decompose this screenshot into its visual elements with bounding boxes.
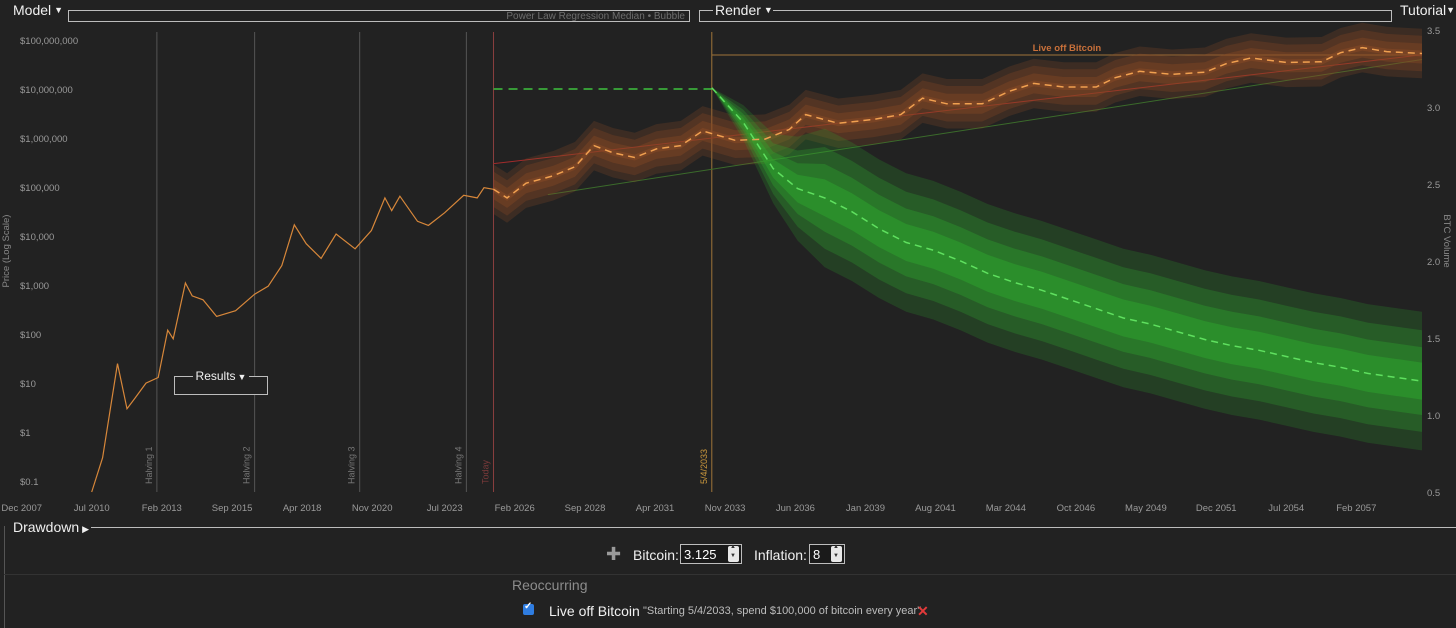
event-enabled-checkbox[interactable]	[523, 601, 534, 615]
x-tick-label: Jul 2010	[74, 503, 110, 514]
regression-upper-line	[493, 54, 1423, 165]
y-tick-label: $10,000,000	[20, 85, 73, 96]
delete-icon[interactable]: ✕	[917, 603, 929, 619]
regression-lower-line	[547, 59, 1423, 196]
results-toggle[interactable]: Results ▼	[174, 369, 268, 395]
x-tick-label: Aug 2041	[915, 503, 956, 514]
btc-volume-median-line	[711, 87, 1423, 382]
marker-label: Today	[481, 459, 491, 484]
x-tick-label: Jan 2039	[846, 503, 885, 514]
y-tick-label: $10	[20, 379, 36, 390]
projection-band	[493, 44, 1422, 201]
median-projection-line	[493, 46, 1423, 199]
y-tick-label: $100,000	[20, 183, 60, 194]
x-tick-label: Jun 2036	[776, 503, 815, 514]
projection-band	[493, 29, 1422, 216]
y-tick-label: $0.1	[20, 477, 39, 488]
drawdown-band	[711, 87, 1422, 432]
tutorial-menu-label: Tutorial	[1400, 2, 1447, 18]
price-chart[interactable]: $100,000,000 $10,000,000 $1,000,000 $100,00…	[0, 22, 1456, 518]
x-tick-label: Dec 2051	[1196, 503, 1237, 514]
marker-label: Halving 4	[453, 446, 463, 484]
x-tick-label: Oct 2046	[1057, 503, 1096, 514]
plus-icon[interactable]: ✚	[606, 544, 622, 564]
x-tick-label: Nov 2033	[705, 503, 746, 514]
x-tick-label: May 2049	[1125, 503, 1167, 514]
marker-label: Halving 2	[242, 446, 252, 484]
drawdown-panel-border	[4, 526, 5, 628]
list-item: Live off Bitcoin "Starting 5/4/2033, spe…	[0, 601, 1456, 622]
drawdown-controls: ✚ Bitcoin: Inflation:	[0, 544, 1456, 566]
bitcoin-input[interactable]	[680, 544, 742, 564]
caret-down-icon: ▼	[237, 372, 247, 382]
drawdown-header: Drawdown ▶	[0, 518, 1456, 535]
y2-tick-label: 1.0	[1427, 411, 1440, 422]
y-tick-label: $100	[20, 330, 41, 341]
y2-tick-label: 3.5	[1427, 26, 1440, 37]
marker-label: 5/4/2033	[699, 449, 709, 484]
bitcoin-label: Bitcoin:	[633, 547, 679, 563]
x-tick-label: Feb 2013	[142, 503, 182, 514]
y2-tick-label: 2.5	[1427, 180, 1440, 191]
drawdown-divider	[91, 527, 1456, 528]
tutorial-menu[interactable]: Tutorial▼	[1400, 2, 1455, 18]
x-tick-label: Feb 2057	[1336, 503, 1376, 514]
caret-down-icon: ▼	[54, 5, 64, 15]
reoccurring-heading: Reoccurring	[512, 577, 588, 593]
x-tick-label: Apr 2018	[283, 503, 322, 514]
render-panel	[699, 10, 1392, 22]
y2-tick-label: 2.0	[1427, 257, 1440, 268]
x-tick-label: Dec 2007	[1, 503, 42, 514]
y-tick-label: $1,000	[20, 281, 49, 292]
x-tick-label: Jul 2054	[1268, 503, 1304, 514]
bitcoin-stepper[interactable]	[728, 544, 739, 562]
drawdown-band	[711, 87, 1422, 451]
caret-down-icon: ▼	[1446, 5, 1456, 15]
drawdown-band	[711, 87, 1422, 400]
inflation-label: Inflation:	[754, 547, 807, 563]
y2-axis-label: BTC Volume	[1441, 214, 1452, 267]
x-tick-label: Feb 2026	[495, 503, 535, 514]
model-panel: Power Law Regression Median • Bubble	[68, 10, 690, 22]
model-subtitle: Power Law Regression Median • Bubble	[506, 11, 685, 22]
caret-down-icon: ▼	[763, 5, 773, 15]
x-tick-label: Jul 2023	[427, 503, 463, 514]
inflation-stepper[interactable]	[831, 544, 842, 562]
section-divider	[4, 574, 1456, 575]
x-tick-label: Nov 2020	[352, 503, 393, 514]
y-tick-label: $100,000,000	[20, 36, 78, 47]
event-description: "Starting 5/4/2033, spend $100,000 of bi…	[643, 605, 922, 617]
y2-tick-label: 3.0	[1427, 103, 1440, 114]
drawdown-label: Drawdown	[13, 519, 80, 535]
event-name: Live off Bitcoin	[549, 603, 640, 619]
model-menu[interactable]: Model ▼	[13, 2, 63, 18]
marker-label: Halving 3	[347, 446, 357, 484]
render-menu-label: Render	[715, 2, 761, 18]
y2-tick-label: 1.5	[1427, 334, 1440, 345]
caret-right-icon: ▶	[82, 524, 90, 534]
results-label: Results	[195, 369, 236, 383]
price-history-line	[91, 187, 494, 493]
y2-tick-label: 0.5	[1427, 488, 1440, 499]
drawdown-band	[711, 87, 1422, 416]
y-tick-label: $10,000	[20, 232, 54, 243]
x-tick-label: Apr 2031	[636, 503, 675, 514]
y-tick-label: $1,000,000	[20, 134, 68, 145]
model-menu-label: Model	[13, 2, 52, 18]
x-tick-label: Sep 2028	[565, 503, 606, 514]
x-tick-label: Sep 2015	[212, 503, 253, 514]
render-menu-overlay[interactable]: Render ▼	[715, 2, 773, 18]
marker-label: Halving 1	[144, 446, 154, 484]
render-label-backdrop	[713, 4, 773, 18]
drawdown-toggle[interactable]: Drawdown ▶	[13, 519, 89, 535]
y-axis-label: Price (Log Scale)	[1, 215, 12, 288]
y-tick-label: $1	[20, 428, 31, 439]
event-band-label: Live off Bitcoin	[1033, 43, 1102, 54]
x-tick-label: Mar 2044	[986, 503, 1026, 514]
projection-band	[493, 37, 1422, 208]
